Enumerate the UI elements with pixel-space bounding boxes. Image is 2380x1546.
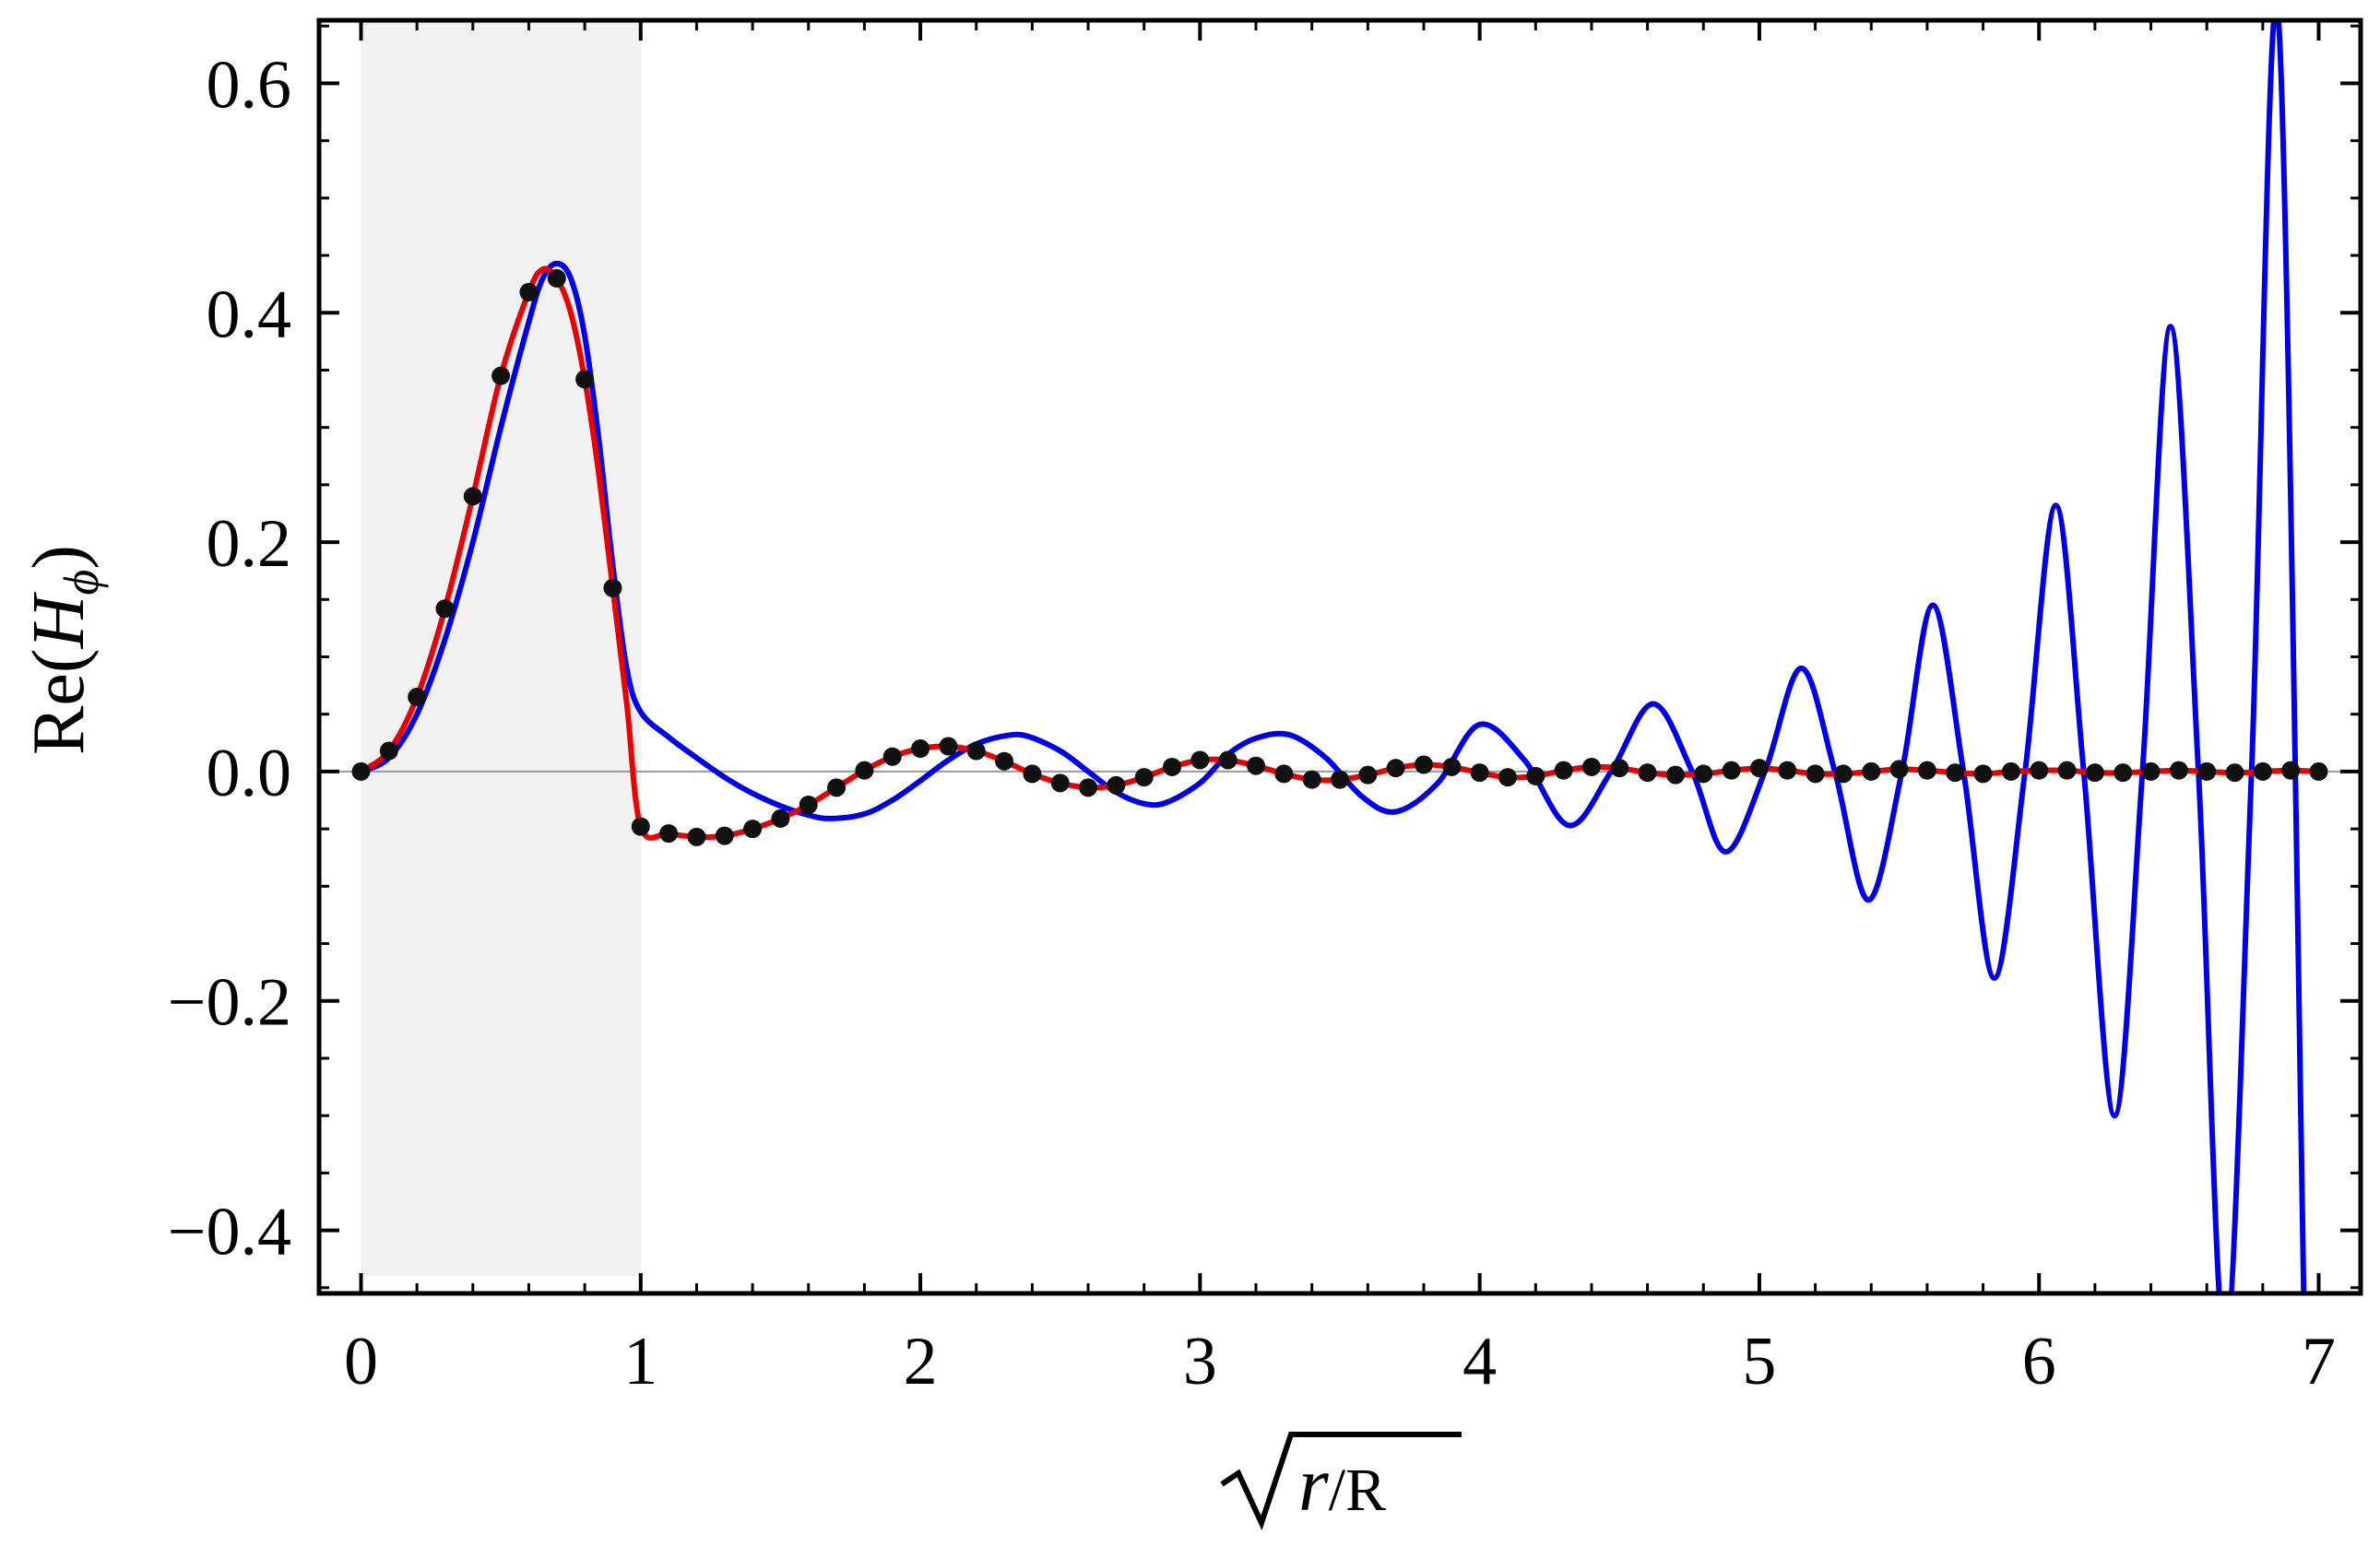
y-tick-label: 0.0 — [207, 736, 292, 811]
data-point — [1833, 764, 1853, 784]
data-point — [882, 747, 902, 766]
x-tick-label: 6 — [2022, 1324, 2056, 1399]
data-point — [1247, 756, 1266, 775]
x-axis-title: r/R — [1220, 1432, 1462, 1531]
data-point — [1917, 761, 1936, 780]
x-tick-label: 7 — [2302, 1324, 2336, 1399]
plot-background — [319, 20, 2361, 1293]
data-point — [2114, 763, 2133, 783]
radical-sign-icon — [1220, 1432, 1462, 1531]
data-point — [1973, 764, 1993, 784]
x-axis-title-text: r/R — [1298, 1442, 1386, 1528]
y-tick-label: −0.2 — [168, 965, 291, 1041]
data-point — [827, 778, 847, 797]
data-point — [2197, 761, 2217, 781]
data-point — [855, 761, 874, 780]
y-tick-label: 0.6 — [207, 47, 292, 123]
data-point — [2169, 761, 2188, 780]
data-point — [1665, 765, 1685, 785]
data-point — [1107, 775, 1126, 795]
data-point — [1610, 759, 1629, 778]
data-point — [463, 487, 482, 506]
shaded-region — [361, 20, 641, 1277]
y-axis-title: Re(Hϕ) — [18, 545, 109, 755]
x-tick-label: 0 — [344, 1324, 378, 1399]
plot-frame — [316, 18, 2363, 1296]
data-point — [1386, 759, 1405, 778]
data-point — [2225, 763, 2244, 783]
tick-labels-layer: 0 1 2 3 4 5 6 7 −0.4 −0.2 0.0 0.2 0.4 0.6 — [168, 47, 2336, 1399]
data-point — [939, 737, 958, 756]
data-point — [995, 751, 1014, 771]
series-line-1 — [360, 20, 2307, 1293]
data-point — [1442, 757, 1462, 776]
data-point — [2030, 761, 2049, 780]
data-point — [1274, 764, 1294, 784]
data-point — [966, 741, 986, 761]
data-point — [575, 370, 595, 389]
data-point — [2309, 761, 2328, 781]
data-point — [1889, 760, 1909, 779]
data-point — [1163, 757, 1182, 776]
data-point — [1358, 765, 1378, 785]
data-point — [1414, 755, 1433, 774]
data-point — [1302, 770, 1321, 789]
data-point — [1218, 750, 1237, 770]
data-point — [1862, 761, 1881, 781]
data-point — [351, 761, 371, 781]
data-point — [1554, 761, 1573, 780]
data-point — [659, 824, 679, 844]
data-point — [911, 739, 930, 759]
data-point — [2001, 761, 2020, 781]
data-point — [1778, 761, 1797, 780]
data-point — [1331, 770, 1349, 789]
data-point — [1050, 773, 1070, 793]
data-point — [1722, 761, 1741, 780]
series-layer — [351, 20, 2328, 1293]
data-point — [2253, 761, 2272, 781]
data-point — [1638, 763, 1657, 783]
data-point — [2281, 761, 2301, 780]
y-tick-label: −0.4 — [168, 1195, 291, 1270]
x-tick-label: 4 — [1462, 1324, 1497, 1399]
data-point — [519, 282, 539, 301]
x-tick-label: 3 — [1183, 1324, 1217, 1399]
data-point — [1134, 768, 1154, 787]
data-point — [799, 795, 818, 814]
data-point — [1498, 768, 1517, 787]
data-point — [491, 366, 511, 385]
x-tick-label: 1 — [623, 1324, 657, 1399]
y-tick-label: 0.4 — [207, 277, 292, 352]
data-point — [408, 688, 427, 707]
data-point — [1581, 757, 1601, 776]
data-point — [743, 820, 763, 839]
data-point — [1694, 764, 1713, 784]
data-point — [603, 578, 622, 597]
data-point — [1749, 759, 1769, 778]
data-point — [379, 741, 398, 761]
x-tick-label: 2 — [904, 1324, 938, 1399]
y-tick-label: 0.2 — [207, 506, 292, 582]
data-point — [2141, 761, 2161, 781]
data-point — [715, 826, 734, 845]
data-point — [2085, 763, 2104, 783]
data-point — [1806, 764, 1825, 784]
data-point — [771, 808, 790, 828]
data-point — [435, 599, 455, 619]
data-point — [1023, 764, 1042, 784]
data-point — [2057, 761, 2077, 780]
data-point — [1470, 763, 1489, 783]
data-point — [1946, 763, 1965, 783]
data-point — [687, 827, 706, 846]
data-point — [1079, 778, 1098, 797]
data-point — [631, 817, 650, 836]
data-point — [547, 268, 566, 288]
data-point — [1526, 766, 1545, 785]
data-point — [1190, 750, 1210, 770]
x-tick-label: 5 — [1742, 1324, 1776, 1399]
